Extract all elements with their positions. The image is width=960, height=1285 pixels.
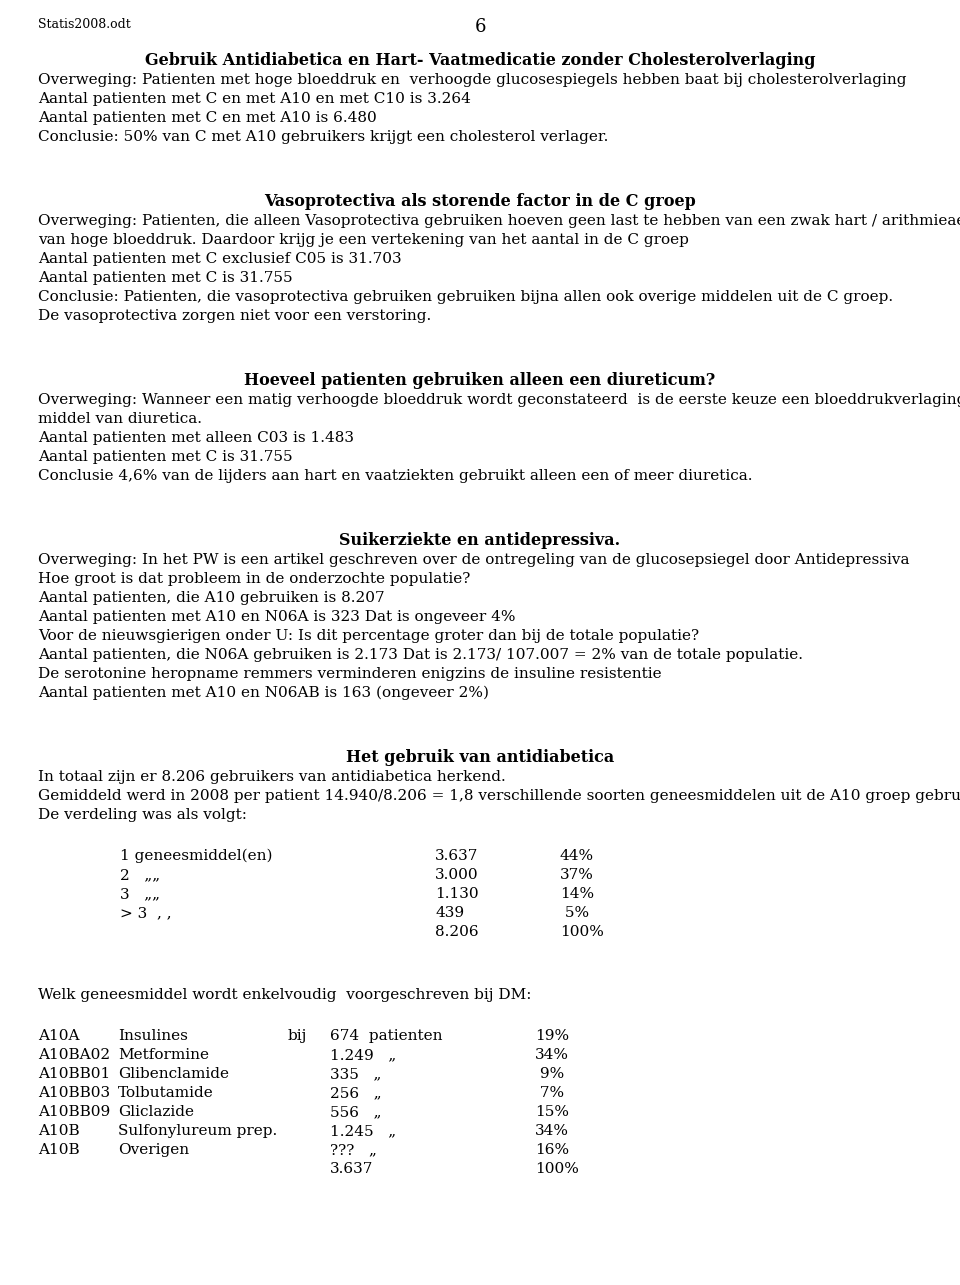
Text: 674  patienten: 674 patienten — [330, 1029, 443, 1043]
Text: A10B: A10B — [38, 1124, 80, 1139]
Text: 3   „„: 3 „„ — [120, 887, 160, 901]
Text: Overweging: Wanneer een matig verhoogde bloeddruk wordt geconstateerd  is de eer: Overweging: Wanneer een matig verhoogde … — [38, 393, 960, 407]
Text: 6: 6 — [474, 18, 486, 36]
Text: Overigen: Overigen — [118, 1142, 189, 1156]
Text: ???   „: ??? „ — [330, 1142, 377, 1156]
Text: Conclusie: Patienten, die vasoprotectiva gebruiken gebruiken bijna allen ook ove: Conclusie: Patienten, die vasoprotectiva… — [38, 290, 893, 305]
Text: 16%: 16% — [535, 1142, 569, 1156]
Text: A10B: A10B — [38, 1142, 80, 1156]
Text: De vasoprotectiva zorgen niet voor een verstoring.: De vasoprotectiva zorgen niet voor een v… — [38, 308, 431, 323]
Text: 8.206: 8.206 — [435, 925, 479, 939]
Text: Overweging: In het PW is een artikel geschreven over de ontregeling van de gluco: Overweging: In het PW is een artikel ges… — [38, 553, 909, 567]
Text: 19%: 19% — [535, 1029, 569, 1043]
Text: 3.637: 3.637 — [330, 1162, 373, 1176]
Text: Aantal patienten met alleen C03 is 1.483: Aantal patienten met alleen C03 is 1.483 — [38, 430, 354, 445]
Text: A10BB03: A10BB03 — [38, 1086, 110, 1100]
Text: Voor de nieuwsgierigen onder U: Is dit percentage groter dan bij de totale popul: Voor de nieuwsgierigen onder U: Is dit p… — [38, 628, 699, 642]
Text: 7%: 7% — [535, 1086, 564, 1100]
Text: > 3  , ,: > 3 , , — [120, 906, 172, 920]
Text: Aantal patienten met C is 31.755: Aantal patienten met C is 31.755 — [38, 450, 293, 464]
Text: Aantal patienten met C is 31.755: Aantal patienten met C is 31.755 — [38, 271, 293, 285]
Text: Aantal patienten, die A10 gebruiken is 8.207: Aantal patienten, die A10 gebruiken is 8… — [38, 591, 385, 605]
Text: Het gebruik van antidiabetica: Het gebruik van antidiabetica — [346, 749, 614, 766]
Text: Aantal patienten met A10 en N06A is 323 Dat is ongeveer 4%: Aantal patienten met A10 en N06A is 323 … — [38, 610, 516, 625]
Text: 44%: 44% — [560, 849, 594, 864]
Text: In totaal zijn er 8.206 gebruikers van antidiabetica herkend.: In totaal zijn er 8.206 gebruikers van a… — [38, 770, 506, 784]
Text: Insulines: Insulines — [118, 1029, 188, 1043]
Text: De serotonine heropname remmers verminderen enigzins de insuline resistentie: De serotonine heropname remmers verminde… — [38, 667, 661, 681]
Text: 1 geneesmiddel(en): 1 geneesmiddel(en) — [120, 849, 273, 864]
Text: Sulfonylureum prep.: Sulfonylureum prep. — [118, 1124, 277, 1139]
Text: 34%: 34% — [535, 1124, 569, 1139]
Text: A10BB09: A10BB09 — [38, 1105, 110, 1119]
Text: 34%: 34% — [535, 1049, 569, 1061]
Text: 3.637: 3.637 — [435, 849, 478, 864]
Text: van hoge bloeddruk. Daardoor krijg je een vertekening van het aantal in de C gro: van hoge bloeddruk. Daardoor krijg je ee… — [38, 233, 689, 247]
Text: 439: 439 — [435, 906, 464, 920]
Text: Aantal patienten met C en met A10 en met C10 is 3.264: Aantal patienten met C en met A10 en met… — [38, 93, 470, 105]
Text: Metformine: Metformine — [118, 1049, 209, 1061]
Text: 37%: 37% — [560, 867, 594, 882]
Text: A10BA02: A10BA02 — [38, 1049, 110, 1061]
Text: Aantal patienten met A10 en N06AB is 163 (ongeveer 2%): Aantal patienten met A10 en N06AB is 163… — [38, 686, 489, 700]
Text: 100%: 100% — [560, 925, 604, 939]
Text: 14%: 14% — [560, 887, 594, 901]
Text: 2   „„: 2 „„ — [120, 867, 160, 882]
Text: Aantal patienten met C exclusief C05 is 31.703: Aantal patienten met C exclusief C05 is … — [38, 252, 401, 266]
Text: Aantal patienten, die N06A gebruiken is 2.173 Dat is 2.173/ 107.007 = 2% van de : Aantal patienten, die N06A gebruiken is … — [38, 648, 803, 662]
Text: 100%: 100% — [535, 1162, 579, 1176]
Text: Gebruik Antidiabetica en Hart- Vaatmedicatie zonder Cholesterolverlaging: Gebruik Antidiabetica en Hart- Vaatmedic… — [145, 51, 815, 69]
Text: Overweging: Patienten, die alleen Vasoprotectiva gebruiken hoeven geen last te h: Overweging: Patienten, die alleen Vasopr… — [38, 215, 960, 227]
Text: Conclusie 4,6% van de lijders aan hart en vaatziekten gebruikt alleen een of mee: Conclusie 4,6% van de lijders aan hart e… — [38, 469, 753, 483]
Text: 556   „: 556 „ — [330, 1105, 381, 1119]
Text: Gliclazide: Gliclazide — [118, 1105, 194, 1119]
Text: Glibenclamide: Glibenclamide — [118, 1067, 229, 1081]
Text: 256   „: 256 „ — [330, 1086, 382, 1100]
Text: Hoeveel patienten gebruiken alleen een diureticum?: Hoeveel patienten gebruiken alleen een d… — [245, 371, 715, 389]
Text: Vasoprotectiva als storende factor in de C groep: Vasoprotectiva als storende factor in de… — [264, 193, 696, 209]
Text: 15%: 15% — [535, 1105, 569, 1119]
Text: Suikerziekte en antidepressiva.: Suikerziekte en antidepressiva. — [340, 532, 620, 549]
Text: Aantal patienten met C en met A10 is 6.480: Aantal patienten met C en met A10 is 6.4… — [38, 111, 376, 125]
Text: 1.249   „: 1.249 „ — [330, 1049, 396, 1061]
Text: 3.000: 3.000 — [435, 867, 479, 882]
Text: 5%: 5% — [560, 906, 589, 920]
Text: Welk geneesmiddel wordt enkelvoudig  voorgeschreven bij DM:: Welk geneesmiddel wordt enkelvoudig voor… — [38, 988, 532, 1002]
Text: Hoe groot is dat probleem in de onderzochte populatie?: Hoe groot is dat probleem in de onderzoc… — [38, 572, 470, 586]
Text: Overweging: Patienten met hoge bloeddruk en  verhoogde glucosespiegels hebben ba: Overweging: Patienten met hoge bloeddruk… — [38, 73, 906, 87]
Text: A10BB01: A10BB01 — [38, 1067, 110, 1081]
Text: bij: bij — [288, 1029, 307, 1043]
Text: 1.130: 1.130 — [435, 887, 479, 901]
Text: 9%: 9% — [535, 1067, 564, 1081]
Text: Tolbutamide: Tolbutamide — [118, 1086, 214, 1100]
Text: 335   „: 335 „ — [330, 1067, 381, 1081]
Text: De verdeling was als volgt:: De verdeling was als volgt: — [38, 808, 247, 822]
Text: middel van diuretica.: middel van diuretica. — [38, 412, 202, 427]
Text: 1.245   „: 1.245 „ — [330, 1124, 396, 1139]
Text: Gemiddeld werd in 2008 per patient 14.940/8.206 = 1,8 verschillende soorten gene: Gemiddeld werd in 2008 per patient 14.94… — [38, 789, 960, 803]
Text: A10A: A10A — [38, 1029, 80, 1043]
Text: Conclusie: 50% van C met A10 gebruikers krijgt een cholesterol verlager.: Conclusie: 50% van C met A10 gebruikers … — [38, 130, 609, 144]
Text: Statis2008.odt: Statis2008.odt — [38, 18, 131, 31]
